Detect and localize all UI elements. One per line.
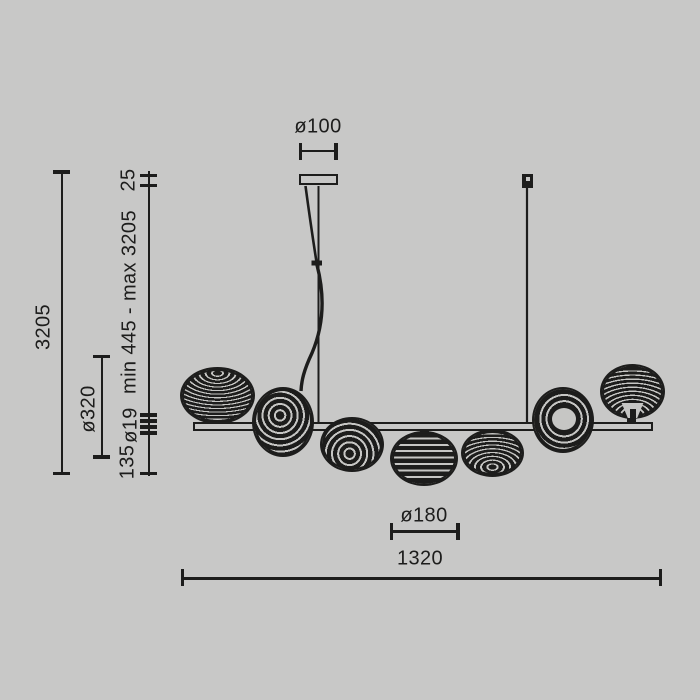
connector-pin [525,177,530,181]
dim-tick [139,173,157,177]
dim-tick [139,425,157,429]
dim-tick [52,471,70,475]
dim-line-overall-width [182,577,660,580]
power-cord-upper [304,185,318,263]
dim-tick [180,569,184,586]
dim-tick [139,431,157,435]
lampshade-sphere-4 [390,431,458,486]
dim-tick [298,142,302,160]
dim-line-shade-small [391,530,458,533]
lampshade-sphere-1 [180,367,255,424]
dim-tick [92,455,110,459]
wire-top-connector [522,174,533,188]
dim-tick [389,522,393,540]
dim-label-overall-width: 1320 [396,547,444,570]
dim-tick [139,183,157,187]
dim-line-canopy-diameter [301,149,336,152]
dim-tick [658,569,662,586]
dim-line-suspension [147,171,150,476]
dim-tick [52,170,70,174]
dim-tick [456,522,460,540]
lampshade-sphere-2 [252,387,314,457]
dim-tick [334,142,338,160]
shade-opening [552,407,577,430]
dim-label-shade-small: ø180 [400,504,448,527]
power-cord-lower [299,264,324,392]
lampshade-sphere-6 [532,387,594,453]
lampshade-sphere-3 [320,417,384,472]
dim-line-shade-large [100,356,103,457]
dim-tick [92,354,110,358]
dim-label-canopy-diameter: ø100 [294,115,342,138]
shade-funnel-knob [629,409,636,418]
dim-tick [139,413,157,417]
ceiling-canopy [299,174,338,185]
horizontal-rod [193,421,653,431]
dim-line-overall-height [60,171,63,475]
cord-clamp [311,260,322,266]
shade-funnel [621,403,644,418]
lampshade-sphere-7 [600,364,665,419]
dim-tick [139,419,157,423]
dim-tick [139,471,157,475]
lampshade-sphere-5 [461,429,524,477]
